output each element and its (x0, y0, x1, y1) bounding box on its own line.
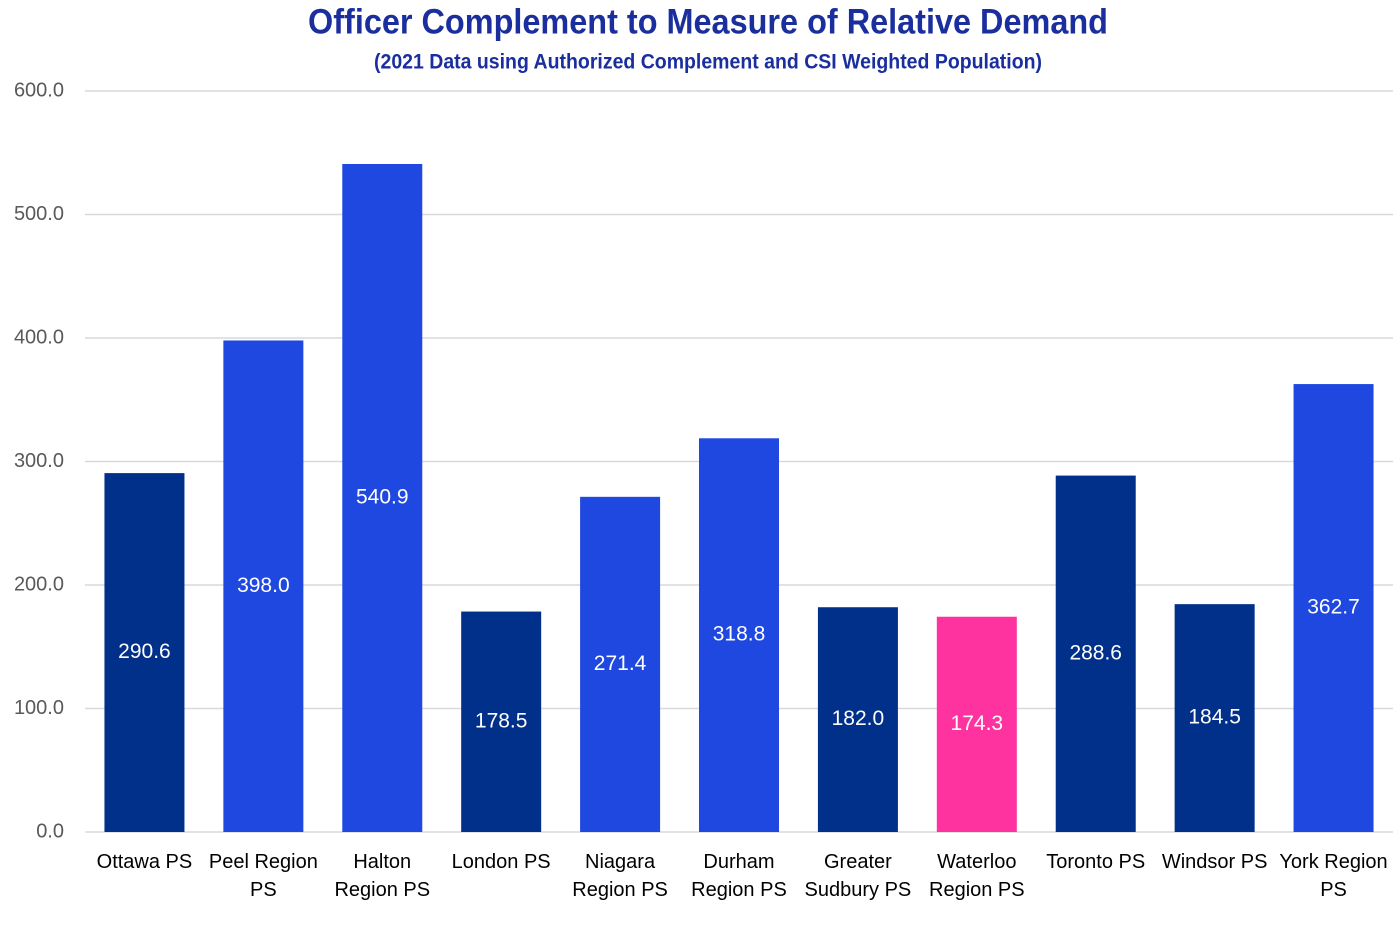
bar (1293, 384, 1374, 832)
y-tick-label: 200.0 (14, 573, 64, 595)
bar (580, 496, 661, 832)
y-tick-label: 400.0 (14, 326, 64, 348)
bar (223, 340, 304, 832)
y-tick-label: 300.0 (14, 450, 64, 472)
data-label: 540.9 (356, 486, 409, 509)
bar (699, 438, 779, 832)
x-tick-label: Peel Region PS (208, 851, 318, 901)
bar (936, 616, 1017, 832)
x-tick-label: Ottawa PS (96, 851, 193, 873)
y-tick-label: 0.0 (36, 820, 64, 842)
data-label: 178.5 (475, 709, 528, 732)
x-tick-label: Toronto PS (1046, 851, 1146, 873)
x-tick-label: London PS (451, 851, 551, 873)
x-tick-label: Halton Region PS (334, 851, 431, 901)
bar (1174, 604, 1255, 832)
chart-title: Officer Complement to Measure of Relativ… (308, 2, 1108, 41)
data-label: 318.8 (713, 623, 766, 646)
data-label: 174.3 (951, 712, 1004, 735)
x-tick-label: Greater Sudbury PS (804, 851, 912, 901)
data-label: 362.7 (1307, 596, 1360, 619)
data-label: 398.0 (237, 574, 290, 597)
bar (104, 473, 185, 832)
x-tick-label: Durham Region PS (691, 851, 787, 901)
y-tick-label: 600.0 (14, 79, 64, 101)
x-tick-label: York Region PS (1279, 851, 1388, 901)
data-label: 184.5 (1188, 706, 1241, 729)
y-tick-label: 500.0 (14, 203, 64, 225)
bar (817, 607, 898, 832)
bar (461, 611, 542, 832)
x-tick-label: Niagara Region PS (572, 851, 668, 901)
y-tick-label: 100.0 (14, 697, 64, 719)
x-tick-label: Waterloo Region PS (929, 851, 1025, 901)
chart-subtitle: (2021 Data using Authorized Complement a… (374, 51, 1042, 74)
data-label: 271.4 (594, 652, 647, 675)
data-label: 288.6 (1069, 641, 1122, 664)
bar (1055, 475, 1136, 832)
bar (342, 163, 423, 832)
x-tick-label: Windsor PS (1161, 851, 1268, 873)
data-label: 290.6 (118, 640, 171, 663)
data-label: 182.0 (832, 707, 885, 730)
